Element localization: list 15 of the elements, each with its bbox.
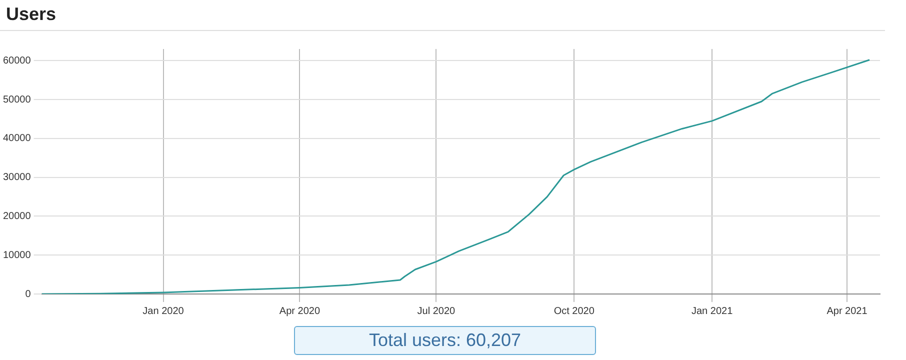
y-tick-label: 20000 bbox=[2, 210, 32, 222]
x-tick-label: Jul 2020 bbox=[417, 306, 456, 317]
y-tick-label: 0 bbox=[25, 288, 32, 300]
text: Total users: 60,207 bbox=[294, 326, 596, 355]
x-tick-label: Apr 2020 bbox=[279, 306, 320, 317]
x-tick-label: Apr 2021 bbox=[826, 306, 868, 317]
y-tick-label: 40000 bbox=[2, 133, 32, 144]
y-tick-label: 60000 bbox=[2, 55, 32, 66]
y-tick-label: 50000 bbox=[2, 94, 32, 106]
chart-title: Users bbox=[6, 4, 56, 25]
x-tick-label: Jan 2020 bbox=[142, 306, 184, 317]
y-tick-label: 10000 bbox=[2, 250, 32, 261]
y-tick-label: 30000 bbox=[2, 172, 32, 184]
x-tick-label: Jan 2021 bbox=[691, 306, 734, 317]
x-tick-label: Oct 2020 bbox=[554, 306, 595, 317]
